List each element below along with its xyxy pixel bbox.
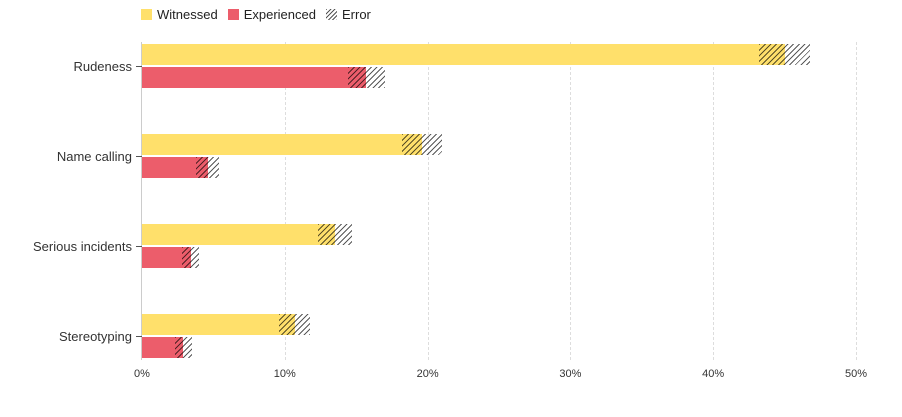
error-band (174, 337, 192, 358)
category-label: Name calling (56, 149, 132, 164)
x-tick-label: 20% (416, 368, 439, 380)
error-band (758, 44, 811, 65)
error-band (347, 67, 385, 88)
legend-label: Error (341, 7, 371, 22)
legend-label: Experienced (243, 7, 316, 22)
x-tick-label: 10% (273, 368, 296, 380)
error-band (196, 157, 220, 178)
experienced-swatch-icon (227, 9, 239, 20)
bar-experienced (142, 247, 191, 268)
category-tick (136, 336, 142, 337)
error-band (279, 314, 311, 335)
bar-experienced (142, 67, 367, 88)
bar-witnessed (142, 44, 785, 65)
error-band (181, 247, 200, 268)
gridline (427, 42, 429, 360)
x-tick-label: 50% (844, 368, 868, 380)
x-tick-label: 0% (134, 368, 150, 380)
legend-experienced: Experienced (227, 7, 316, 22)
gridline (284, 42, 286, 360)
category-label: Stereotyping (59, 329, 132, 344)
category-tick (136, 66, 142, 67)
x-tick-label: 40% (702, 368, 725, 380)
gridline (713, 42, 715, 360)
bar-witnessed (142, 224, 335, 245)
bar-experienced (142, 337, 184, 358)
category-tick (136, 246, 142, 247)
bar-witnessed (142, 134, 422, 155)
legend-witnessed: Witnessed (141, 7, 218, 22)
error-band (401, 134, 442, 155)
hatch-swatch-icon (325, 9, 337, 20)
category-label: Rudeness (73, 59, 132, 74)
bar-witnessed (142, 314, 295, 335)
y-axis (141, 42, 142, 360)
legend: Witnessed Experienced Error (141, 7, 381, 22)
gridline (570, 42, 572, 360)
category-tick (136, 156, 142, 157)
witnessed-swatch-icon (141, 9, 152, 20)
error-band (317, 224, 352, 245)
bar-experienced (142, 157, 208, 178)
category-label: Serious incidents (33, 239, 132, 254)
legend-label: Witnessed (157, 7, 218, 22)
x-tick-label: 30% (559, 368, 582, 380)
legend-error: Error (325, 7, 371, 22)
gridline (856, 42, 857, 360)
